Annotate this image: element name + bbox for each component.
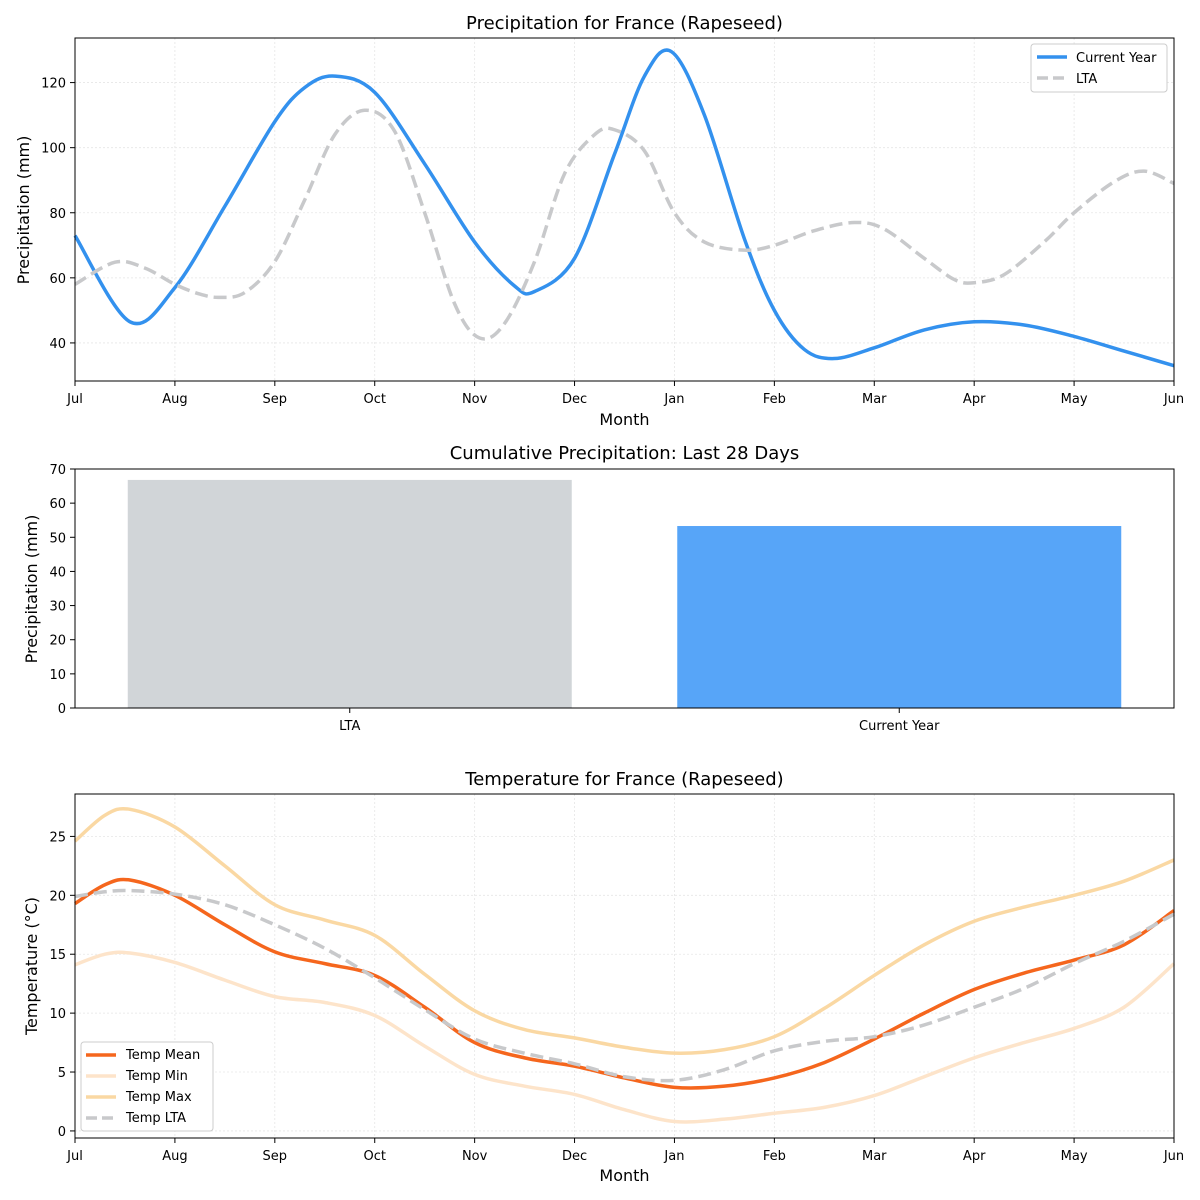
x-tick-label-apr: Apr bbox=[963, 1149, 986, 1164]
series-line-current-year bbox=[73, 48, 1175, 368]
chart-title: Precipitation for France (Rapeseed) bbox=[466, 13, 783, 34]
y-tick-label: 10 bbox=[49, 1007, 66, 1022]
series-line-lta bbox=[74, 108, 1175, 341]
x-tick-label-feb: Feb bbox=[763, 392, 786, 407]
x-tick-label-lta: LTA bbox=[339, 719, 360, 734]
y-tick-label: 60 bbox=[49, 497, 66, 512]
series-lines bbox=[73, 806, 1176, 1124]
y-axis-label: Precipitation (mm) bbox=[14, 136, 33, 285]
x-tick-label-oct: Oct bbox=[363, 1149, 385, 1164]
y-axis-label: Precipitation (mm) bbox=[22, 515, 41, 664]
legend-label-current-year: Current Year bbox=[1076, 51, 1157, 66]
y-tick-label: 5 bbox=[58, 1066, 66, 1081]
y-tick-label: 80 bbox=[49, 207, 66, 222]
x-axis-ticks: Jul Aug Sep Oct Nov Dec Jan Feb Mar Apr May Jun bbox=[66, 1138, 1184, 1164]
y-tick-label: 20 bbox=[49, 634, 66, 649]
x-tick-label-jan: Jan bbox=[663, 1149, 684, 1164]
series-line-temp-mean bbox=[74, 877, 1175, 1090]
y-tick-label: 30 bbox=[49, 600, 66, 615]
y-axis-ticks: 40 60 80 100 120 bbox=[41, 77, 75, 352]
grid bbox=[74, 38, 1175, 381]
x-tick-label-jun: Jun bbox=[1163, 1149, 1184, 1164]
x-axis-ticks: Jul Aug Sep Oct Nov Dec Jan Feb Mar Apr May Jun bbox=[66, 381, 1184, 407]
temperature-line-chart: Jul Aug Sep Oct Nov Dec Jan Feb Mar Apr May Jun 0 5 1… bbox=[22, 769, 1184, 1185]
y-axis-label: Temperature (°C) bbox=[22, 897, 41, 1036]
bars bbox=[127, 479, 1122, 708]
legend-label-temp-min: Temp Min bbox=[125, 1069, 188, 1084]
precipitation-line-chart: Jul Aug Sep Oct Nov Dec Jan Feb Mar Apr May Jun 40 6… bbox=[14, 13, 1184, 429]
x-axis-ticks: LTA Current Year bbox=[339, 708, 940, 734]
series-line-temp-min bbox=[74, 950, 1176, 1124]
y-tick-label: 0 bbox=[58, 1125, 66, 1140]
x-tick-label-jul: Jul bbox=[66, 392, 83, 407]
x-axis-label: Month bbox=[599, 1166, 649, 1185]
y-tick-label: 100 bbox=[41, 142, 66, 157]
chart-title: Cumulative Precipitation: Last 28 Days bbox=[450, 443, 800, 464]
legend: Current Year LTA bbox=[1030, 43, 1168, 93]
x-tick-label-mar: Mar bbox=[862, 392, 887, 407]
y-tick-label: 10 bbox=[49, 668, 66, 683]
series-line-temp-lta bbox=[74, 888, 1175, 1083]
x-tick-label-jul: Jul bbox=[66, 1149, 83, 1164]
series-line-temp-max bbox=[73, 806, 1175, 1056]
chart-title: Temperature for France (Rapeseed) bbox=[464, 769, 783, 790]
x-tick-label-oct: Oct bbox=[363, 392, 385, 407]
y-tick-label: 60 bbox=[49, 272, 66, 287]
legend-label-temp-max: Temp Max bbox=[125, 1090, 192, 1105]
y-axis-ticks: 0 5 10 15 20 25 bbox=[49, 830, 75, 1140]
series-lines bbox=[73, 48, 1175, 368]
bar-lta bbox=[127, 479, 572, 708]
y-axis-ticks: 0 10 20 30 40 50 60 70 bbox=[49, 463, 75, 717]
legend-label-temp-lta: Temp LTA bbox=[125, 1111, 186, 1126]
x-tick-label-feb: Feb bbox=[763, 1149, 786, 1164]
y-tick-label: 0 bbox=[58, 702, 66, 717]
x-tick-label-apr: Apr bbox=[963, 392, 986, 407]
cumulative-precipitation-bar-chart: LTA Current Year 0 10 20 30 40 50 60 70 Cumulati… bbox=[22, 443, 1175, 734]
x-tick-label-may: May bbox=[1061, 392, 1088, 407]
x-tick-label-mar: Mar bbox=[862, 1149, 887, 1164]
x-tick-label-aug: Aug bbox=[162, 392, 187, 407]
bar-current-year bbox=[677, 526, 1122, 708]
y-tick-label: 120 bbox=[41, 77, 66, 92]
x-tick-label-jan: Jan bbox=[663, 392, 684, 407]
x-tick-label-nov: Nov bbox=[462, 1149, 488, 1164]
y-tick-label: 40 bbox=[49, 565, 66, 580]
y-tick-label: 70 bbox=[49, 463, 66, 478]
y-tick-label: 40 bbox=[49, 337, 66, 352]
legend: Temp Mean Temp Min Temp Max Temp LTA bbox=[80, 1041, 214, 1132]
legend-label-temp-mean: Temp Mean bbox=[125, 1048, 200, 1063]
x-tick-label-current-year: Current Year bbox=[859, 719, 940, 734]
x-tick-label-sep: Sep bbox=[263, 392, 288, 407]
x-tick-label-dec: Dec bbox=[562, 392, 587, 407]
x-tick-label-jun: Jun bbox=[1163, 392, 1184, 407]
x-axis-label: Month bbox=[599, 410, 649, 429]
y-tick-label: 15 bbox=[49, 948, 66, 963]
x-tick-label-dec: Dec bbox=[562, 1149, 587, 1164]
x-tick-label-sep: Sep bbox=[263, 1149, 288, 1164]
legend-label-lta: LTA bbox=[1076, 72, 1097, 87]
y-tick-label: 25 bbox=[49, 830, 66, 845]
x-tick-label-may: May bbox=[1061, 1149, 1088, 1164]
x-tick-label-aug: Aug bbox=[162, 1149, 187, 1164]
y-tick-label: 20 bbox=[49, 889, 66, 904]
x-tick-label-nov: Nov bbox=[462, 392, 488, 407]
y-tick-label: 50 bbox=[49, 531, 66, 546]
